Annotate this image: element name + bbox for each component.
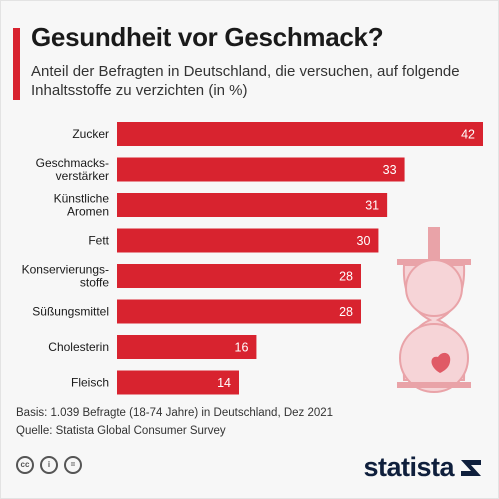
bar-value-label: 42 xyxy=(461,128,475,142)
bar-value-label: 14 xyxy=(217,376,231,390)
no-derivatives-icon[interactable]: = xyxy=(64,456,82,474)
creative-commons-icon[interactable]: cc xyxy=(16,456,34,474)
bar xyxy=(117,299,361,324)
basis-note: Basis: 1.039 Befragte (18-74 Jahre) in D… xyxy=(16,407,334,419)
category-label: Konservierungs-stoffe xyxy=(22,263,110,290)
chart-title: Gesundheit vor Geschmack? xyxy=(31,22,384,52)
hourglass-illustration xyxy=(397,227,471,393)
bar-value-label: 28 xyxy=(339,270,353,284)
chart-subtitle: Anteil der Befragten in Deutschland, die… xyxy=(31,63,460,99)
bar-value-label: 30 xyxy=(357,234,371,248)
attribution-icon[interactable]: i xyxy=(40,456,58,474)
bar-value-label: 16 xyxy=(235,341,249,355)
source-note: Quelle: Statista Global Consumer Survey xyxy=(16,425,226,437)
bar xyxy=(117,228,379,253)
statista-logo[interactable]: statista xyxy=(363,452,483,483)
bar xyxy=(117,157,405,182)
bar xyxy=(117,335,257,359)
statista-mark-icon xyxy=(461,459,481,476)
bar xyxy=(117,264,361,288)
bar xyxy=(117,370,239,395)
license-icons: cc i = xyxy=(16,456,82,474)
bar xyxy=(117,193,388,217)
bar-value-label: 33 xyxy=(383,163,397,177)
category-label: Zucker xyxy=(72,127,109,141)
category-label: Fett xyxy=(88,234,109,248)
brand-name: statista xyxy=(363,452,454,482)
category-label: Künstliche Aromen xyxy=(54,192,110,219)
bar-value-label: 28 xyxy=(339,305,353,319)
title-accent-bar xyxy=(13,28,20,100)
category-label: Süßungsmittel xyxy=(32,305,109,319)
bar xyxy=(117,122,483,146)
category-label: Geschmacks-verstärker xyxy=(36,156,109,183)
category-label: Fleisch xyxy=(71,376,109,390)
category-label: Cholesterin xyxy=(48,340,109,354)
bar-value-label: 31 xyxy=(365,199,379,213)
